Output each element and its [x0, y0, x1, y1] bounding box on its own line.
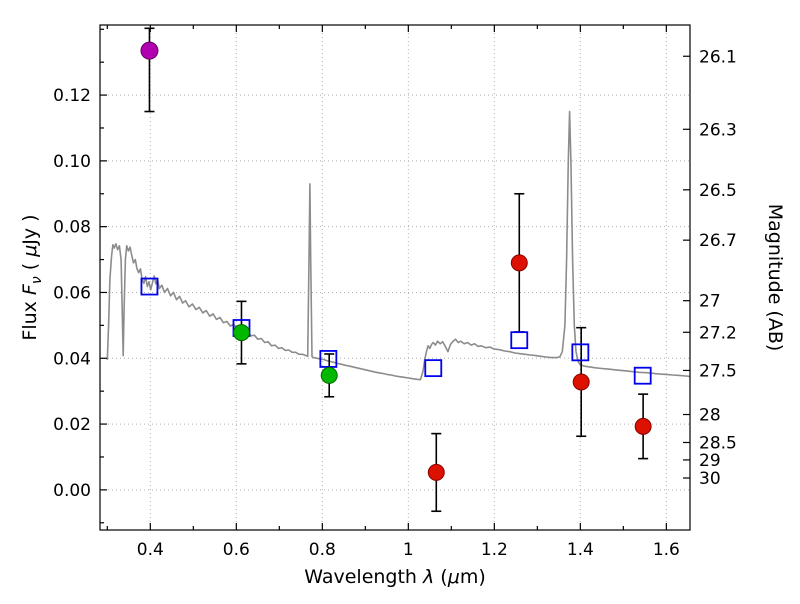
magnitude-tick-label: 28.5	[699, 433, 737, 453]
data-point-circle	[427, 463, 445, 481]
tick-marks	[100, 25, 690, 530]
y-tick-label: 0.06	[53, 283, 91, 303]
x-tick-label: 0.6	[223, 540, 250, 560]
data-point-circle	[320, 366, 338, 384]
x-tick-label: 1	[403, 540, 414, 560]
data-point-square	[424, 359, 443, 378]
data-point-circle	[634, 417, 652, 435]
magnitude-tick-label: 29	[699, 451, 721, 471]
grid-lines	[100, 25, 690, 530]
axes-frame	[99, 24, 691, 531]
tick-labels: 0.4 0.6 0.8 1 1.2 1.4 1.6 0.00 0.02 0.04 0.06 0.08 0…	[53, 47, 737, 560]
data-point-square	[633, 366, 652, 385]
data-point-square	[140, 277, 159, 296]
magnitude-tick-label: 26.1	[699, 47, 737, 67]
x-tick-label: 0.4	[137, 540, 164, 560]
y-tick-label: 0.10	[53, 152, 91, 172]
model-photometry-squares-markers	[140, 277, 652, 385]
magnitude-tick-label: 27	[699, 292, 721, 312]
magnitude-tick-label: 27.5	[699, 361, 737, 381]
y-tick-label: 0.00	[53, 481, 91, 501]
y-tick-label: 0.12	[53, 86, 91, 106]
magnitude-tick-label: 26.5	[699, 181, 737, 201]
y-axis-label-flux: Flux Fν ( μJy )	[19, 214, 45, 340]
magnitude-tick-label: 27.2	[699, 323, 737, 343]
data-point-circle	[572, 373, 590, 391]
x-tick-label: 0.8	[309, 540, 336, 560]
observed-photometry-magenta-markers	[140, 41, 159, 60]
y-axis-label-magnitude: Magnitude (AB)	[764, 204, 786, 352]
data-point-circle	[232, 324, 250, 342]
x-tick-label: 1.2	[481, 540, 508, 560]
x-tick-label: 1.6	[653, 540, 680, 560]
magnitude-tick-label: 28	[699, 406, 721, 426]
magnitude-tick-label: 30	[699, 469, 721, 489]
data-point-circle	[140, 41, 159, 60]
y-tick-label: 0.02	[53, 415, 91, 435]
x-tick-label: 1.4	[567, 540, 594, 560]
y-tick-label: 0.08	[53, 218, 91, 238]
observed-photometry-red-markers	[427, 254, 652, 481]
magnitude-tick-label: 26.7	[699, 231, 737, 251]
magnitude-tick-label: 26.3	[699, 120, 737, 140]
data-point-square	[510, 331, 529, 350]
data-point-circle	[510, 254, 528, 272]
y-tick-label: 0.04	[53, 349, 91, 369]
observed-photometry-green-markers	[232, 324, 338, 384]
x-axis-label: Wavelength λ (μm)	[304, 566, 485, 588]
data-point-square	[571, 343, 590, 362]
